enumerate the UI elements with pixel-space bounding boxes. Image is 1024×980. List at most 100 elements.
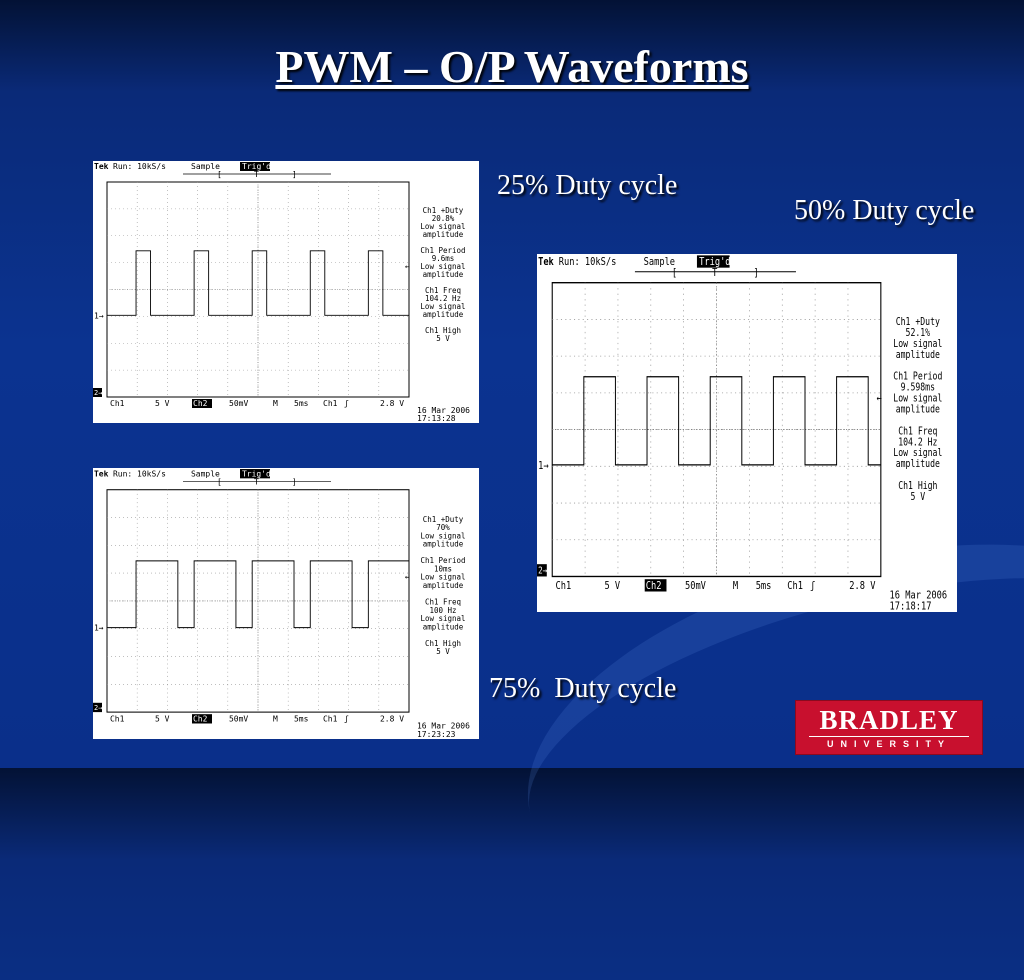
capture-time: 17:23:23 <box>417 729 456 739</box>
ch1-label: Ch1 <box>555 580 571 592</box>
timebase-value: 5ms <box>294 399 309 408</box>
measurement-text: 5 V <box>910 491 925 503</box>
measurement-text: amplitude <box>423 310 464 319</box>
measurement-text: amplitude <box>423 622 464 631</box>
trigger-source: Ch1 <box>323 399 338 408</box>
ch1-label: Ch1 <box>110 399 125 408</box>
trigger-level: 2.8 V <box>380 399 404 408</box>
caption-50-duty: 50% Duty cycle <box>794 195 975 226</box>
record-bracket-right: ] <box>292 170 297 179</box>
measurement-text: Ch1 +Duty <box>423 515 464 524</box>
ch2-scale: 50mV <box>229 713 248 723</box>
trigger-source: Ch1 <box>323 713 338 723</box>
measurement-text: 5 V <box>436 647 450 656</box>
measurement-text: amplitude <box>423 539 464 548</box>
scope-display: Tek Run: 10kS/s Sample Trig'd [T] 1→ 2→ ← Ch1 +D… <box>537 255 947 612</box>
record-bracket-right: ] <box>754 267 759 279</box>
ch1-waveform <box>107 560 409 629</box>
ch2-label: Ch2 <box>646 580 662 592</box>
trigger-level: 2.8 V <box>849 580 875 592</box>
ch1-scale: 5 V <box>604 580 620 592</box>
record-trigger-marker: T <box>254 476 259 486</box>
measurement-text: Low signal <box>420 614 465 623</box>
measurement-text: 9.6ms <box>432 254 455 263</box>
measurement-text: Low signal <box>420 302 465 311</box>
ch2-label-bg <box>192 399 212 408</box>
ch2-marker-bg <box>93 702 102 713</box>
measurement-text: 20.8% <box>432 214 455 223</box>
record-bracket-left: [ <box>672 267 677 279</box>
trigger-slope-icon: ʃ <box>810 580 815 592</box>
acq-mode: Sample <box>644 256 675 268</box>
measurement-text: 52.1% <box>906 327 931 339</box>
measurement-text: 100 Hz <box>429 606 456 615</box>
trigger-slope-icon: ʃ <box>344 713 349 723</box>
oscilloscope-screenshot-75: Tek Run: 10kS/s Sample Trig'd [T] 1→ 2→ ← Ch1 +D… <box>93 468 479 739</box>
measurement-text: Low signal <box>893 447 942 459</box>
measurement-text: 70% <box>436 523 450 532</box>
record-trigger-marker: T <box>254 170 259 179</box>
ch2-marker-bg <box>537 564 547 577</box>
measurement-text: Ch1 Freq <box>898 426 937 438</box>
measurement-text: amplitude <box>896 349 941 361</box>
logo-divider <box>809 736 969 737</box>
trig-badge <box>240 469 270 479</box>
ch2-marker-bg <box>93 388 102 397</box>
measurement-text: amplitude <box>896 404 941 416</box>
trig-badge <box>240 162 270 171</box>
measurement-text: amplitude <box>896 458 941 470</box>
measurement-text: Ch1 Freq <box>425 286 461 295</box>
timebase-value: 5ms <box>294 713 309 723</box>
measurement-text: amplitude <box>423 230 464 239</box>
run-rate: Run: 10kS/s <box>559 256 617 268</box>
ch2-label: Ch2 <box>193 713 208 723</box>
main-timebase-label: M <box>273 399 278 408</box>
slide-title: PWM – O/P Waveforms <box>275 41 749 92</box>
record-trigger-marker: T <box>712 267 717 279</box>
trigger-level-marker: ← <box>876 393 881 405</box>
ch2-ground-marker: 2→ <box>94 703 103 712</box>
ch2-scale: 50mV <box>229 399 248 408</box>
trig-badge <box>696 255 730 268</box>
measurement-text: 104.2 Hz <box>898 436 937 448</box>
trig-status: Trig'd <box>699 256 730 268</box>
logo-name: BRADLEY <box>819 705 959 735</box>
trig-status: Trig'd <box>242 162 271 171</box>
ch2-scale: 50mV <box>685 580 706 592</box>
measurement-text: Low signal <box>420 531 465 540</box>
ch1-waveform <box>552 376 881 466</box>
trigger-slope-icon: ʃ <box>344 399 349 408</box>
measurement-text: Low signal <box>893 393 942 405</box>
measurement-text: amplitude <box>423 581 464 590</box>
trigger-level-marker: ← <box>405 571 410 581</box>
ch1-scale: 5 V <box>155 399 170 408</box>
run-rate: Run: 10kS/s <box>113 468 166 478</box>
logo-subtitle: UNIVERSITY <box>826 739 951 749</box>
measurement-text: Ch1 +Duty <box>896 316 941 328</box>
record-bracket-left: [ <box>217 170 222 179</box>
measurement-text: Low signal <box>420 573 465 582</box>
measurement-text: amplitude <box>423 270 464 279</box>
measurement-text: Ch1 High <box>425 639 461 648</box>
measurement-text: Ch1 High <box>425 326 461 335</box>
measurement-text: 5 V <box>436 334 450 343</box>
capture-date: 16 Mar 2006 <box>417 721 470 731</box>
bradley-university-logo: BRADLEY UNIVERSITY <box>795 700 983 755</box>
tek-brand: Tek <box>94 162 109 171</box>
caption-75-duty: 75% Duty cycle <box>489 673 677 704</box>
main-timebase-label: M <box>273 713 278 723</box>
measurement-text: Low signal <box>420 262 465 271</box>
trigger-level: 2.8 V <box>380 713 404 723</box>
run-rate: Run: 10kS/s <box>113 162 166 171</box>
ch2-ground-marker: 2→ <box>538 566 547 577</box>
capture-date: 16 Mar 2006 <box>417 406 470 415</box>
ch2-label: Ch2 <box>193 399 208 408</box>
ch1-ground-marker: 1→ <box>94 311 104 320</box>
measurement-text: Low signal <box>420 222 465 231</box>
trigger-source: Ch1 <box>787 580 803 592</box>
measurement-text: Ch1 Period <box>420 556 465 565</box>
measurement-text: 104.2 Hz <box>425 294 461 303</box>
record-bracket-left: [ <box>217 476 222 486</box>
scope-display: Tek Run: 10kS/s Sample Trig'd [T] 1→ 2→ ← Ch1 +D… <box>93 162 470 423</box>
measurement-text: Ch1 +Duty <box>423 206 464 215</box>
